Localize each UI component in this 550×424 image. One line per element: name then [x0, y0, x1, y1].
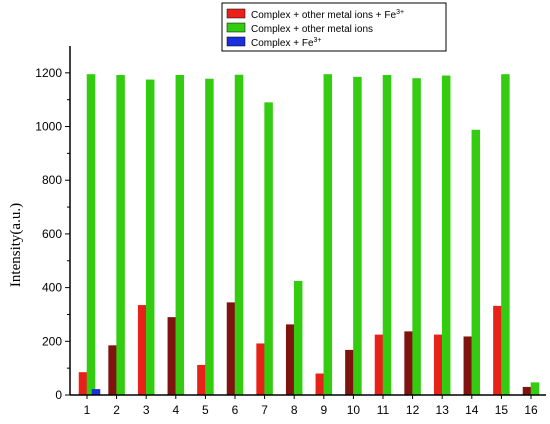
- y-ticks-group: 0 200 400 600 800 1000 1200: [35, 66, 70, 402]
- bar-1-5: [197, 364, 206, 395]
- legend-entry-text: Complex + other metal ions: [251, 24, 373, 35]
- x-tick-label: 8: [291, 403, 298, 417]
- x-tick-label: 16: [524, 403, 538, 417]
- legend-swatch: [226, 22, 246, 33]
- bars-group: [78, 74, 540, 396]
- bar-1-8: [285, 324, 295, 395]
- x-tick-label: 5: [202, 403, 209, 417]
- legend-entry-text: Complex + other metal ions + Fe: [251, 10, 397, 21]
- bar-2-6: [234, 74, 244, 395]
- legend-swatch: [226, 36, 246, 47]
- x-tick-label: 15: [495, 403, 509, 417]
- bar-1-15: [493, 305, 502, 395]
- bar-3-1: [91, 389, 101, 395]
- x-tick-label: 12: [406, 403, 420, 417]
- y-tick-label: 800: [42, 173, 62, 187]
- x-tick-label: 9: [320, 403, 327, 417]
- bar-2-9: [323, 74, 333, 395]
- bar-1-9: [315, 373, 325, 395]
- bar-1-14: [463, 336, 473, 395]
- legend-entry-superscript: 3+: [314, 37, 322, 44]
- bar-1-2: [108, 345, 117, 395]
- x-tick-label: 7: [261, 403, 268, 417]
- bar-1-10: [345, 349, 354, 395]
- y-tick-label: 0: [55, 388, 62, 402]
- x-tick-label: 3: [143, 403, 150, 417]
- bar-2-7: [264, 102, 273, 395]
- y-axis-label: Intensity(a.u.): [8, 203, 24, 287]
- bar-2-16: [530, 382, 540, 395]
- bar-1-12: [404, 331, 413, 395]
- x-tick-label: 1: [84, 403, 91, 417]
- x-tick-label: 6: [232, 403, 239, 417]
- legend-entry-superscript: 3+: [396, 9, 404, 16]
- bar-2-11: [382, 74, 392, 396]
- bar-2-8: [293, 280, 303, 395]
- bar-2-5: [205, 78, 214, 395]
- legend-box: [221, 2, 447, 52]
- bar-1-13: [433, 334, 443, 395]
- x-tick-label: 14: [465, 403, 479, 417]
- bar-1-11: [374, 334, 384, 395]
- bar-2-13: [441, 75, 451, 396]
- legend-entry: Complex + Fe3+: [251, 37, 322, 49]
- bar-2-10: [353, 76, 362, 395]
- bar-1-7: [256, 343, 265, 395]
- x-tick-label: 4: [172, 403, 179, 417]
- legend-entry: Complex + other metal ions + Fe3+: [251, 9, 404, 21]
- x-tick-label: 2: [113, 403, 120, 417]
- bar-2-2: [116, 74, 125, 396]
- bar-2-1: [86, 74, 96, 395]
- y-tick-label: 1000: [35, 120, 62, 134]
- y-tick-label: 1200: [35, 66, 62, 80]
- bar-1-6: [226, 302, 236, 395]
- bar-2-4: [175, 74, 185, 396]
- bar-2-14: [471, 129, 481, 395]
- x-ticks-group: 1 2 3 4 5 6 7 8 9 10 11 12 13 14 15 16: [84, 395, 538, 417]
- axes-group: [69, 46, 546, 396]
- bar-2-3: [145, 79, 155, 396]
- bar-1-16: [522, 386, 532, 395]
- legend-swatch: [226, 8, 246, 19]
- y-tick-label: 200: [42, 334, 62, 348]
- bar-1-3: [137, 305, 147, 395]
- x-tick-label: 11: [377, 403, 390, 417]
- x-tick-label: 10: [347, 403, 361, 417]
- bar-2-15: [501, 74, 510, 395]
- x-tick-label: 13: [436, 403, 450, 417]
- bar-2-12: [412, 78, 421, 395]
- y-tick-label: 400: [42, 281, 62, 295]
- legend-entry-text: Complex + Fe: [251, 38, 314, 49]
- y-tick-label: 600: [42, 227, 62, 241]
- legend: Complex + other metal ions + Fe3+Complex…: [221, 2, 447, 52]
- bar-1-1: [78, 372, 88, 395]
- bar-1-4: [167, 317, 177, 395]
- legend-entry: Complex + other metal ions: [251, 24, 373, 35]
